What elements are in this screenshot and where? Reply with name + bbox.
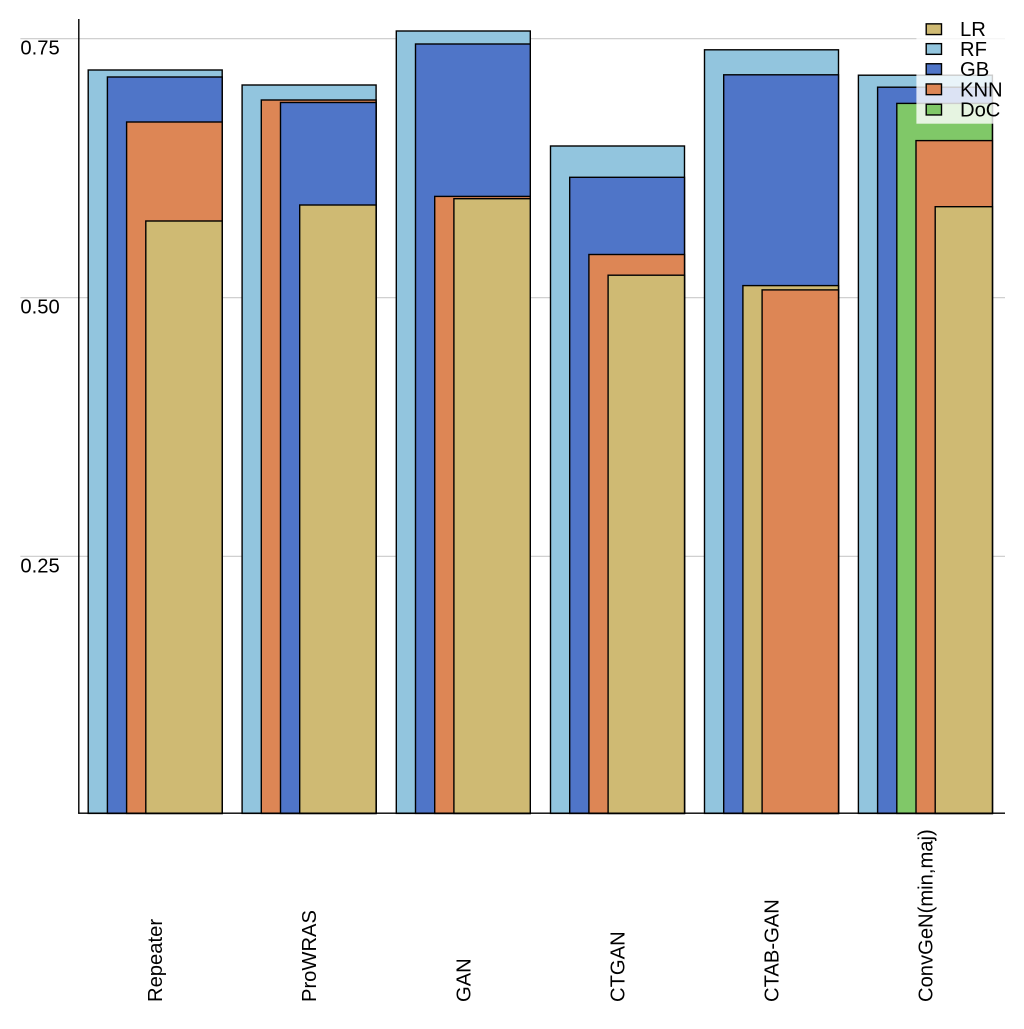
svg-text:GB: GB: [960, 59, 989, 81]
svg-text:0.75: 0.75: [20, 38, 59, 60]
svg-text:ProWRAS: ProWRAS: [299, 910, 321, 1002]
svg-text:LR: LR: [960, 19, 986, 41]
svg-text:ConvGeN(min,maj): ConvGeN(min,maj): [915, 829, 937, 1002]
svg-text:CTGAN: CTGAN: [608, 931, 630, 1002]
svg-text:GAN: GAN: [453, 958, 475, 1002]
svg-text:DoC: DoC: [960, 100, 1000, 122]
svg-text:0.25: 0.25: [20, 555, 59, 577]
svg-text:RF: RF: [960, 39, 987, 61]
svg-text:0.50: 0.50: [20, 297, 59, 319]
svg-text:Repeater: Repeater: [145, 919, 167, 1002]
svg-text:CTAB-GAN: CTAB-GAN: [762, 899, 784, 1002]
svg-text:KNN: KNN: [960, 79, 1003, 101]
